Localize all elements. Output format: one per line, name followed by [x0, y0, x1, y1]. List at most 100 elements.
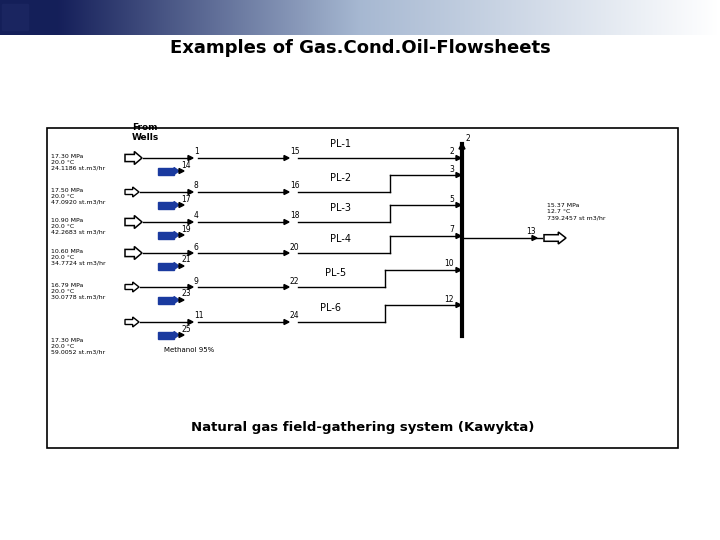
Polygon shape	[544, 232, 566, 244]
Bar	[517, 0, 518, 35]
Text: PL-1: PL-1	[330, 139, 351, 149]
Bar	[478, 0, 479, 35]
Bar	[711, 0, 712, 35]
Bar	[89, 0, 90, 35]
Bar	[426, 0, 427, 35]
Bar	[504, 0, 505, 35]
Polygon shape	[188, 219, 193, 225]
Bar	[683, 0, 684, 35]
Bar	[57, 0, 58, 35]
Bar	[108, 0, 109, 35]
Bar	[104, 0, 105, 35]
Bar	[372, 0, 373, 35]
Bar	[469, 0, 470, 35]
Bar	[33, 0, 34, 35]
Bar	[718, 0, 719, 35]
Bar	[509, 0, 510, 35]
Text: 10.60 MPa
20.0 °C
34.7724 st m3/hr: 10.60 MPa 20.0 °C 34.7724 st m3/hr	[51, 249, 106, 266]
Bar	[28, 0, 29, 35]
Text: 17.30 MPa
20.0 °C
59.0052 st.m3/hr: 17.30 MPa 20.0 °C 59.0052 st.m3/hr	[51, 338, 105, 355]
Bar	[613, 0, 614, 35]
Bar	[211, 0, 212, 35]
Bar	[138, 0, 139, 35]
Bar	[470, 0, 471, 35]
Bar	[358, 0, 359, 35]
Bar	[534, 0, 535, 35]
Bar	[529, 0, 530, 35]
Bar	[13, 0, 14, 35]
Bar	[288, 0, 289, 35]
Bar	[194, 0, 195, 35]
Bar	[200, 0, 201, 35]
Bar	[166, 0, 167, 35]
Bar	[199, 0, 200, 35]
Bar	[416, 0, 417, 35]
Bar	[69, 0, 70, 35]
Bar	[174, 0, 175, 35]
Bar	[27, 0, 28, 35]
Bar	[90, 0, 91, 35]
Text: 10: 10	[444, 260, 454, 268]
Bar	[306, 0, 307, 35]
Bar	[147, 0, 148, 35]
Bar	[483, 0, 484, 35]
Bar	[347, 0, 348, 35]
Bar	[707, 0, 708, 35]
Bar	[637, 0, 638, 35]
Bar	[329, 0, 330, 35]
Bar	[156, 0, 157, 35]
Text: 8: 8	[194, 181, 199, 191]
Bar	[116, 0, 117, 35]
Bar	[107, 0, 108, 35]
Bar	[618, 0, 619, 35]
Bar	[563, 0, 564, 35]
Bar	[370, 0, 371, 35]
Bar	[7, 0, 8, 35]
Bar	[369, 0, 370, 35]
Bar	[125, 0, 126, 35]
Bar	[602, 0, 603, 35]
Text: 9: 9	[194, 276, 199, 286]
Bar	[395, 0, 396, 35]
Bar	[628, 0, 629, 35]
Bar	[551, 0, 552, 35]
Bar	[6, 0, 7, 35]
Bar	[153, 0, 154, 35]
Bar	[201, 0, 202, 35]
Bar	[60, 0, 61, 35]
Bar	[272, 0, 273, 35]
Bar	[136, 0, 137, 35]
Bar	[262, 0, 263, 35]
Bar	[701, 0, 702, 35]
Text: 11: 11	[194, 312, 204, 321]
Text: 23: 23	[181, 289, 191, 299]
Bar	[158, 296, 174, 303]
Bar	[304, 0, 305, 35]
Bar	[662, 0, 663, 35]
Bar	[186, 0, 187, 35]
Bar	[114, 0, 115, 35]
Bar	[567, 0, 568, 35]
Bar	[450, 0, 451, 35]
Text: 12: 12	[444, 294, 454, 303]
Bar	[119, 0, 120, 35]
Bar	[286, 0, 287, 35]
Bar	[546, 0, 547, 35]
Bar	[595, 0, 596, 35]
Bar	[18, 0, 19, 35]
Bar	[394, 0, 395, 35]
Bar	[49, 0, 50, 35]
Bar	[460, 0, 461, 35]
Bar	[55, 0, 56, 35]
Bar	[169, 0, 170, 35]
Bar	[519, 0, 520, 35]
Bar	[593, 0, 594, 35]
Bar	[246, 0, 247, 35]
Bar	[72, 0, 73, 35]
Bar	[660, 0, 661, 35]
Bar	[280, 0, 281, 35]
Bar	[168, 0, 169, 35]
Bar	[411, 0, 412, 35]
Bar	[172, 0, 173, 35]
Bar	[451, 0, 452, 35]
